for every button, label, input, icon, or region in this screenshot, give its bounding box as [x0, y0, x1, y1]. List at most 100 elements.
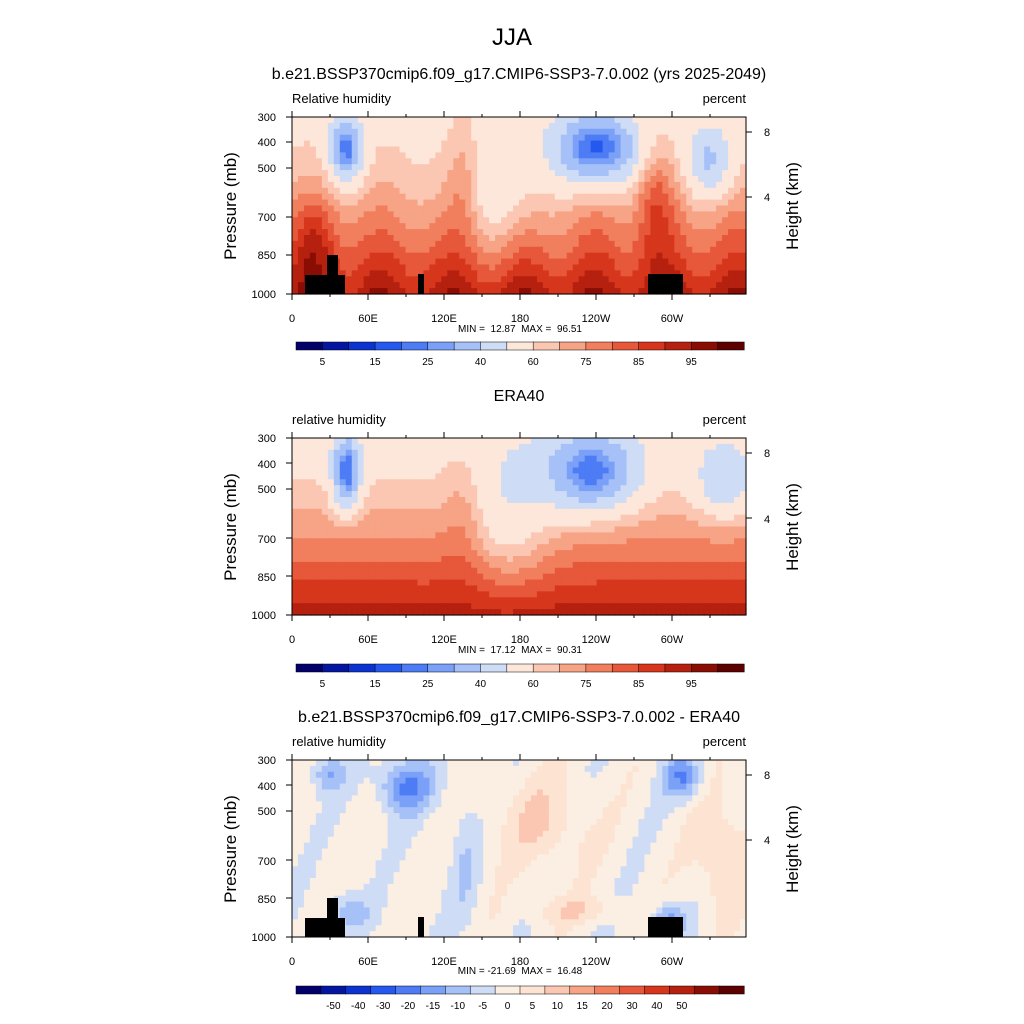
heatmap-cell: [471, 532, 478, 539]
heatmap-cell: [548, 514, 556, 522]
heatmap-cell: [542, 556, 550, 563]
heatmap-cell: [524, 128, 532, 136]
heatmap-cell: [297, 467, 305, 474]
heatmap-cell: [321, 591, 329, 598]
heatmap-cell: [321, 217, 329, 224]
heatmap-cell: [303, 176, 311, 183]
heatmap-cell: [447, 514, 454, 522]
heatmap-cell: [632, 514, 640, 522]
heatmap-cell: [596, 205, 604, 212]
heatmap-cell: [333, 520, 341, 528]
heatmap-cell: [632, 288, 640, 295]
heatmap-cell: [339, 181, 347, 189]
heatmap-cell: [423, 783, 430, 791]
heatmap-cell: [441, 485, 448, 492]
heatmap-cell: [590, 502, 598, 510]
heatmap-cell: [297, 556, 305, 563]
heatmap-cell: [447, 170, 454, 177]
heatmap-cell: [602, 585, 610, 592]
heatmap-cell: [734, 164, 741, 171]
heatmap-cell: [608, 514, 616, 522]
heatmap-cell: [441, 193, 448, 201]
heatmap-cell: [734, 288, 741, 295]
heatmap-cell: [399, 561, 407, 569]
heatmap-cell: [453, 134, 460, 142]
heatmap-cell: [513, 252, 520, 260]
heatmap-cell: [507, 573, 514, 581]
heatmap-cell: [740, 538, 747, 545]
heatmap-cell: [572, 497, 580, 504]
heatmap-cell: [411, 597, 419, 604]
heatmap-cell: [507, 205, 514, 212]
heatmap-cell: [501, 449, 508, 457]
heatmap-cell: [297, 205, 305, 212]
colorbar-swatch: [348, 663, 376, 673]
heatmap-cell: [632, 258, 640, 266]
heatmap-cell: [447, 117, 454, 124]
heatmap-cell: [710, 491, 717, 498]
colorbar-swatch: [664, 341, 692, 351]
heatmap-cell: [614, 187, 622, 195]
heatmap-cell: [357, 152, 365, 159]
heatmap-cell: [333, 497, 341, 504]
heatmap-cell: [626, 603, 634, 610]
heatmap-cell: [722, 567, 729, 575]
heatmap-cell: [710, 579, 717, 587]
heatmap-cell: [578, 443, 586, 451]
heatmap-cell: [375, 193, 383, 201]
heatmap-cell: [704, 223, 711, 230]
heatmap-cell: [536, 609, 544, 616]
heatmap-cell: [315, 479, 323, 486]
heatmap-cell: [399, 591, 407, 598]
heatmap-cell: [734, 491, 741, 498]
heatmap-cell: [357, 134, 365, 142]
heatmap-cell: [357, 235, 365, 242]
heatmap-cell: [351, 585, 359, 592]
heatmap-cell: [686, 246, 693, 254]
heatmap-cell: [423, 146, 430, 153]
heatmap-cell: [722, 526, 729, 533]
heatmap-cell: [435, 538, 442, 545]
heatmap-cell: [548, 187, 556, 195]
heatmap-cell: [309, 771, 317, 779]
heatmap-cell: [644, 449, 652, 457]
heatmap-cell: [363, 176, 371, 183]
heatmap-cell: [740, 585, 747, 592]
heatmap-cell: [590, 223, 598, 230]
heatmap-cell: [722, 223, 729, 230]
heatmap-cell: [447, 158, 454, 165]
heatmap-cell: [357, 246, 365, 254]
heatmap-cell: [321, 122, 329, 130]
heatmap-cell: [447, 538, 454, 545]
heatmap-cell: [471, 288, 478, 295]
heatmap-cell: [477, 561, 484, 569]
heatmap-cell: [309, 591, 317, 598]
heatmap-cell: [740, 252, 747, 260]
heatmap-cell: [381, 264, 389, 271]
heatmap-cell: [495, 246, 502, 254]
heatmap-cell: [399, 449, 407, 457]
heatmap-cell: [584, 497, 592, 504]
heatmap-cell: [524, 771, 532, 779]
heatmap-cell: [740, 449, 747, 457]
heatmap-cell: [644, 246, 652, 254]
heatmap-cell: [578, 497, 586, 504]
heatmap-cell: [560, 532, 568, 539]
heatmap-cell: [578, 520, 586, 528]
heatmap-cell: [704, 229, 711, 236]
heatmap-cell: [321, 561, 329, 569]
heatmap-cell: [650, 597, 657, 604]
heatmap-cell: [524, 270, 532, 277]
heatmap-cell: [315, 443, 323, 451]
heatmap-cell: [399, 579, 407, 587]
heatmap-cell: [716, 258, 723, 266]
heatmap-cell: [710, 473, 717, 480]
heatmap-cell: [399, 176, 407, 183]
heatmap-cell: [524, 164, 532, 171]
heatmap-cell: [536, 187, 544, 195]
heatmap-cell: [477, 491, 484, 498]
heatmap-cell: [548, 176, 556, 183]
heatmap-cell: [435, 211, 442, 218]
heatmap-cell: [489, 538, 496, 545]
heatmap-cell: [507, 443, 514, 451]
